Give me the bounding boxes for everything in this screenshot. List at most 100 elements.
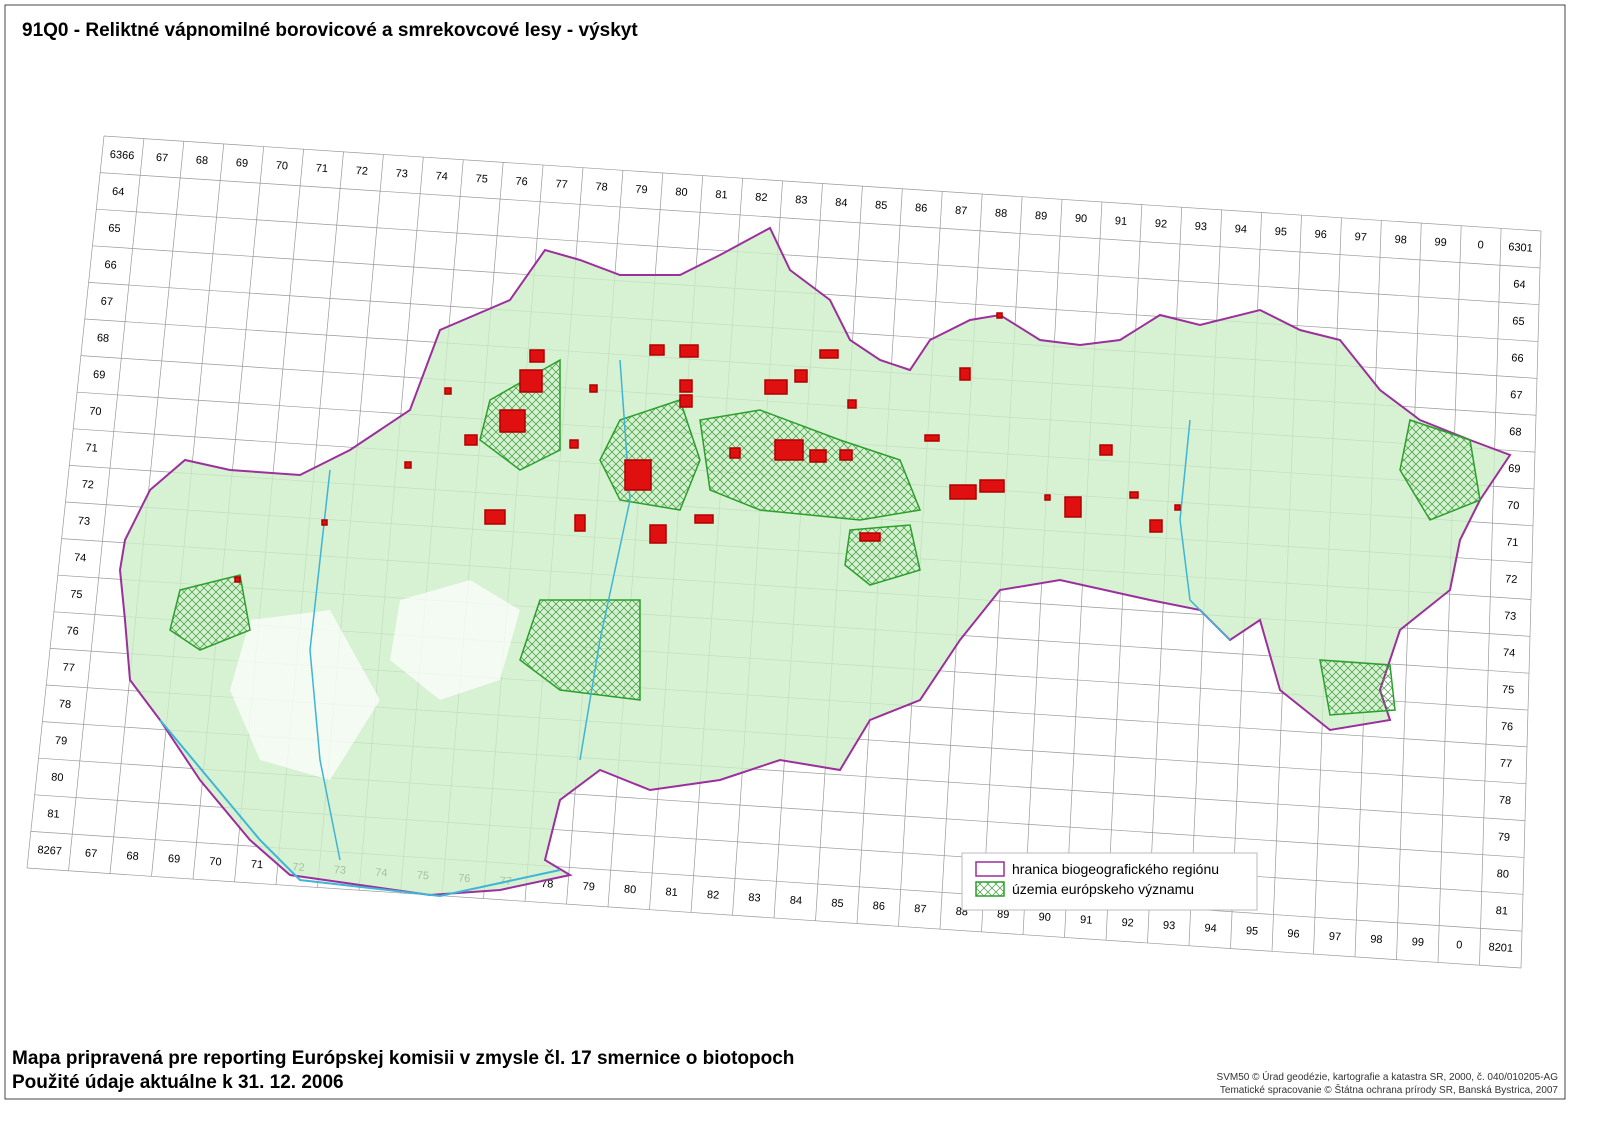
grid-label: 86 [872,900,885,913]
river [159,719,561,898]
grid-label: 71 [1506,536,1519,549]
grid-label: 95 [1274,226,1287,239]
grid-label: 87 [955,205,968,218]
protected-area [699,409,922,521]
protected-area [1319,659,1396,716]
protected-area [1399,419,1481,521]
grid-label: 74 [435,170,448,183]
river [1179,419,1231,641]
grid-label: 80 [675,186,688,199]
grid-label: 67 [1510,389,1523,402]
grid-label: 94 [1204,922,1217,935]
grid-label: 0 [1456,939,1463,951]
grid-label: 8267 [37,844,62,858]
grid-label: 81 [665,886,678,899]
lowland [230,610,380,780]
grid-label: 98 [1394,234,1407,247]
footer-line: Použité údaje aktuálne k 31. 12. 2006 [12,1072,344,1093]
grid-label: 77 [555,178,568,191]
grid-label: 67 [156,152,169,165]
grid-label: 98 [1370,933,1383,946]
grid-label: 80 [624,883,637,896]
grid-label: 76 [1501,721,1514,734]
grid-label: 92 [1154,218,1167,231]
grid-label: 66 [1511,352,1524,365]
grid-label: 95 [1246,925,1259,938]
grid-label: 87 [914,903,927,916]
grid-label: 80 [51,771,64,784]
grid-label: 86 [915,202,928,215]
grid-label: 80 [1496,868,1509,881]
river [579,359,631,761]
grid-label: 64 [112,186,125,199]
grid-label: 81 [715,189,728,202]
grid-line [103,135,1542,232]
grid-label: 69 [93,369,106,382]
grid-label: 89 [997,908,1010,921]
legend: hranica biogeografického regiónu územia … [961,852,1258,911]
grid-label: 91 [1114,215,1127,228]
grid-label: 75 [475,173,488,186]
grid-label: 90 [1038,911,1051,924]
country [118,226,1512,898]
grid-label: 71 [85,442,98,455]
river [309,469,341,861]
grid-label: 65 [1512,315,1525,328]
grid-label: 78 [1498,794,1511,807]
grid-label: 89 [1035,210,1048,223]
grid-label: 91 [1080,914,1093,927]
grid-label: 69 [1508,463,1521,476]
grid-label: 78 [595,181,608,194]
grid-label: 97 [1354,231,1367,244]
grid-label: 96 [1287,928,1300,941]
grid-label: 83 [795,194,808,207]
grid-line [96,208,1540,306]
grid-label: 69 [168,853,181,866]
protected-area [169,574,251,651]
grid-label: 82 [707,889,720,902]
grid-label: 93 [1163,920,1176,933]
title: 91Q0 - Reliktné vápnomilné borovicové a … [22,20,638,41]
grid-label: 99 [1411,936,1424,949]
grid-label: 65 [108,222,121,235]
grid-label: 67 [100,296,113,309]
grid-label: 84 [835,197,848,210]
grid-label: 72 [1505,573,1518,586]
grid-label: 83 [748,892,761,905]
grid-label: 75 [1502,684,1515,697]
grid-label: 79 [55,735,68,748]
grid-label: 81 [1495,905,1508,918]
grid-label: 69 [235,157,248,170]
grid-label: 74 [74,552,87,565]
grid-label: 68 [126,850,139,863]
grid-label: 70 [275,160,288,173]
protected-area [519,599,641,701]
grid-label: 82 [755,191,768,204]
grid-label: 97 [1328,931,1341,944]
grid-line [100,172,1541,269]
grid-label: 88 [995,207,1008,220]
grid-label: 73 [395,168,408,181]
grid-label: 90 [1075,213,1088,226]
grid-label: 71 [250,858,263,871]
grid-label: 72 [81,479,94,492]
legend-label: územia európskeho významu [1012,881,1194,897]
credit: SVM50 © Úrad geodézie, kartografie a kat… [1217,1070,1559,1083]
legend-box [961,852,1258,911]
legend-swatch [975,881,1005,897]
grid-label: 70 [89,405,102,418]
legend-label: hranica biogeografického regiónu [1012,861,1219,877]
grid-label: 71 [315,162,328,175]
grid-label: 0 [1477,239,1484,251]
grid-label: 68 [195,154,208,167]
lowland [390,580,520,700]
grid-label: 73 [77,515,90,528]
grid-label: 79 [635,183,648,196]
grid-label: 93 [1194,220,1207,233]
grid-label: 6366 [109,149,134,163]
grid-label: 67 [85,847,98,860]
grid-label: 85 [831,897,844,910]
grid-label: 64 [1513,278,1526,291]
grid-label: 76 [66,625,79,638]
